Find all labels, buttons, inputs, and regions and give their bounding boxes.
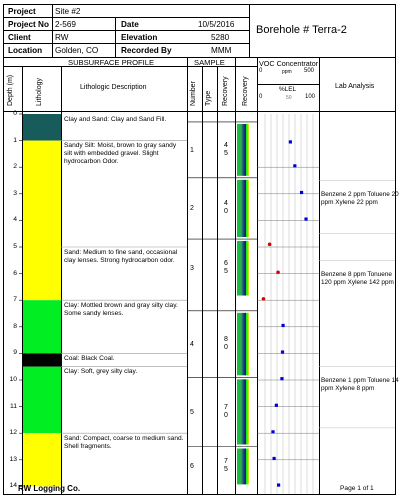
depth-label: 10 (9, 376, 17, 383)
depth-label: 4 (13, 216, 17, 224)
depth-label: 9 (13, 349, 17, 357)
project-no-value: 2-569 (55, 20, 76, 29)
lab-result: Benzene 8 ppm Tonuene 120 ppm Xylene 142… (321, 270, 394, 286)
voc-point (280, 377, 284, 381)
sample-recovery: 75 (224, 458, 228, 474)
lithology-layer (23, 140, 61, 301)
voc-point (271, 430, 275, 434)
description-entry: Clay: Mottled brown and gray silty clay.… (64, 301, 178, 317)
recovery-bar-edge (246, 379, 249, 445)
description-entry: Sandy Silt: Moist, brown to gray sandy s… (64, 142, 177, 166)
voc-point (281, 323, 285, 328)
recorded-by-label: Recorded By (121, 46, 172, 55)
sample-recovery: 70 (224, 403, 228, 419)
lithology-layer (23, 300, 61, 354)
recorded-by-value: MMM (211, 46, 232, 55)
lithology-layer (23, 433, 61, 487)
voc-title: VOC Concentrator (259, 59, 319, 68)
voc-point (288, 140, 292, 144)
elevation-value: 5280 (211, 33, 230, 42)
voc-point (277, 483, 281, 487)
client-label: Client (8, 33, 31, 42)
lithologic-description-heading: Lithologic Description (80, 84, 147, 91)
sample-number: 1 (190, 146, 194, 154)
sample-number: 5 (190, 408, 194, 416)
recovery-bar (237, 448, 246, 485)
depth-label: 1 (13, 136, 17, 144)
voc-point (299, 190, 304, 195)
voc-point (293, 164, 297, 168)
client-value: RW (55, 33, 69, 42)
lithology-layer (23, 366, 61, 434)
elevation-label: Elevation (121, 33, 158, 42)
voc-point (267, 242, 272, 247)
description-entry: Clay and Sand: Clay and Sand Fill. (64, 115, 167, 123)
recovery-bar-edge (246, 123, 249, 176)
description-entry: Sand: Medium to fine sand, occasional cl… (64, 248, 178, 264)
date-label: Date (121, 20, 139, 29)
voc-point (272, 456, 276, 461)
sample-number: 4 (190, 341, 194, 349)
depth-label: 2 (13, 163, 17, 171)
recovery-bar (237, 241, 246, 296)
lab-result: Benzene 1 ppm Toluene 14 ppm Xylene 8 pp… (321, 377, 399, 392)
recovery-bar (237, 312, 246, 376)
sample-number: 3 (190, 265, 194, 273)
description-entry: Sand: Compact, coarse to medium sand. Sh… (64, 434, 184, 450)
project-label: Project (8, 7, 36, 16)
voc-min: 0 (259, 68, 263, 74)
depth-label: 7 (13, 296, 17, 304)
recovery-bar (237, 123, 246, 176)
lel-mid: 50 (286, 95, 292, 101)
subsurface-profile-heading: SUBSURFACE PROFILE (68, 58, 155, 67)
voc-max: 500 (304, 68, 315, 74)
voc-point (261, 297, 266, 301)
sample-recovery: 65 (224, 260, 228, 276)
description-entry: Clay: Soft, grey silty clay. (64, 368, 138, 376)
lel-max: 100 (305, 94, 316, 100)
lel-title: %LEL (279, 86, 297, 93)
voc-point (274, 403, 278, 407)
depth-label: 11 (9, 402, 17, 410)
date-value: 10/5/2016 (198, 20, 235, 29)
project-no-label: Project No (8, 20, 49, 29)
borehole-title: Borehole # Terra-2 (256, 24, 347, 36)
depth-label: 0 (13, 110, 17, 117)
voc-point (280, 350, 285, 354)
voc-point (276, 270, 280, 275)
sample-recovery: 80 (224, 336, 228, 352)
sample-recovery: 40 (224, 200, 228, 216)
sample-number: 2 (190, 205, 194, 213)
company-name: RW Logging Co. (18, 484, 81, 493)
location-label: Location (8, 46, 43, 55)
depth-label: 14 (9, 482, 17, 490)
location-value: Golden, CO (55, 46, 99, 55)
depth-label: 3 (13, 189, 17, 197)
description-entry: Coal: Black Coal. (64, 354, 115, 362)
recovery-bar (237, 179, 246, 238)
sample-number: 6 (190, 463, 194, 471)
depth-label: 13 (9, 455, 17, 463)
lel-min: 0 (259, 94, 263, 100)
lithology-layer (23, 114, 61, 141)
lithology-layer (23, 353, 61, 367)
recovery-bar-edge (246, 312, 249, 376)
depth-label: 6 (13, 269, 17, 277)
voc-point (304, 217, 308, 221)
sample-recovery: 45 (224, 141, 228, 157)
sample-heading: SAMPLE (194, 58, 225, 67)
lab-result: Benzene 2 ppm Toluene 20 ppm Xylene 22 p… (321, 190, 399, 206)
lab-analysis-heading: Lab Analysis (335, 83, 375, 90)
depth-label: 8 (13, 322, 17, 330)
depth-label: 5 (13, 243, 17, 250)
page-number: Page 1 of 1 (340, 485, 374, 492)
depth-label: 12 (9, 429, 17, 437)
recovery-bar-edge (246, 241, 249, 296)
project-value: Site #2 (55, 7, 81, 16)
voc-unit: ppm (282, 69, 292, 75)
recovery-bar (237, 379, 246, 445)
recovery-bar-edge (246, 179, 249, 238)
recovery-bar-edge (246, 448, 249, 485)
